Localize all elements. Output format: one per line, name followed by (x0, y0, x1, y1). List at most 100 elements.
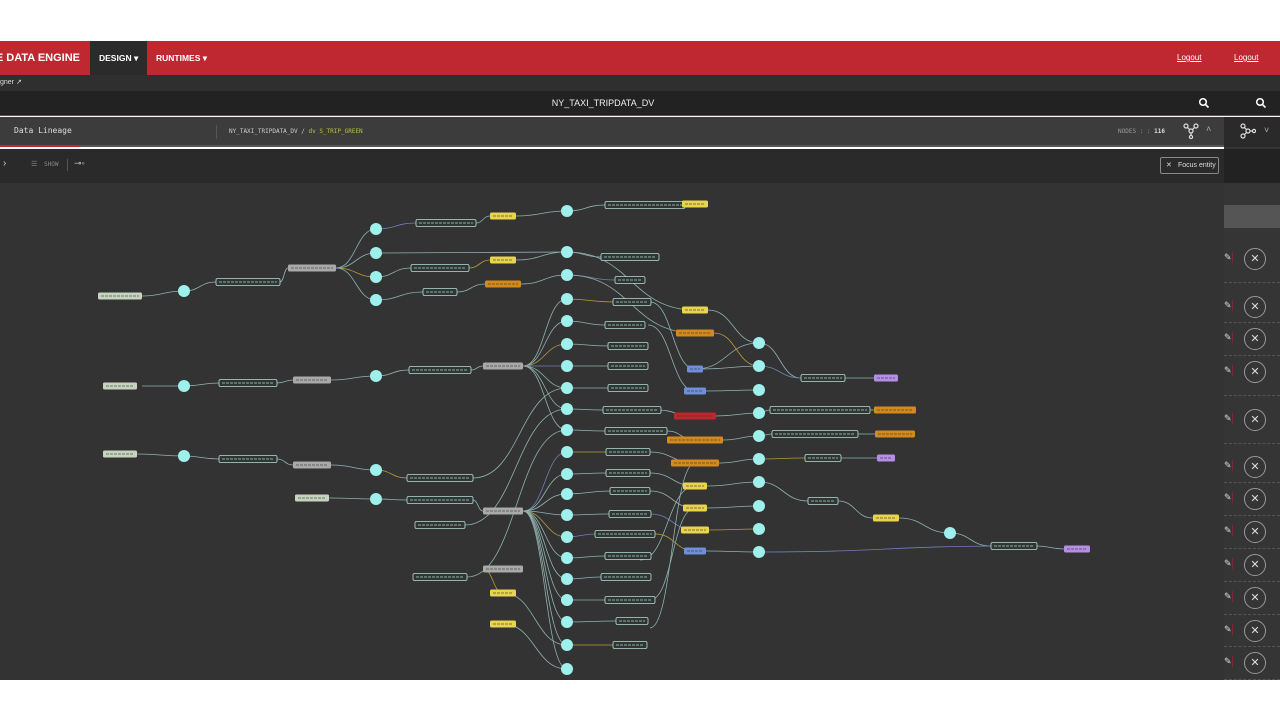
lineage-load-node[interactable] (944, 527, 956, 539)
lineage-load-node[interactable] (561, 573, 573, 585)
lineage-load-node[interactable] (561, 205, 573, 217)
lineage-edge (702, 365, 760, 370)
entity-row: ✎ ✕ (1224, 283, 1280, 323)
lineage-edge (1036, 545, 1065, 550)
edit-icon[interactable]: ✎ (1224, 413, 1233, 424)
edit-icon[interactable]: ✎ (1224, 365, 1233, 376)
edit-icon[interactable]: ✎ (1224, 460, 1233, 471)
lineage-load-node[interactable] (561, 424, 573, 436)
lineage-load-node[interactable] (178, 285, 190, 297)
show-button[interactable]: SHOW (44, 161, 59, 168)
lineage-load-node[interactable] (370, 223, 382, 235)
lineage-load-node[interactable] (753, 546, 765, 558)
remove-button[interactable]: ✕ (1244, 521, 1266, 543)
edit-icon[interactable]: ✎ (1224, 656, 1233, 667)
edit-icon[interactable]: ✎ (1224, 624, 1233, 635)
chevron-down-icon[interactable]: ˅ (1264, 125, 1270, 135)
edit-icon[interactable]: ✎ (1224, 332, 1233, 343)
lineage-load-node[interactable] (561, 531, 573, 543)
expand-chevron-icon[interactable]: › (3, 158, 7, 169)
lineage-load-node[interactable] (370, 493, 382, 505)
nav-runtimes[interactable]: RUNTIMES ▾ (156, 53, 208, 63)
edit-icon[interactable]: ✎ (1224, 558, 1233, 569)
search-icon[interactable] (1198, 97, 1210, 109)
lineage-load-node[interactable] (753, 476, 765, 488)
breadcrumb-root[interactable]: NY_TAXI_TRIPDATA_DV (229, 128, 298, 135)
lineage-load-node[interactable] (561, 552, 573, 564)
tab-data-lineage[interactable]: Data Lineage (0, 117, 80, 147)
chevron-up-icon[interactable]: ˄ (1206, 124, 1212, 134)
nav-design[interactable]: DESIGN ▾ (90, 41, 148, 75)
lineage-load-node[interactable] (370, 370, 382, 382)
entity-row: ✎ ✕ (1224, 483, 1280, 516)
designer-label[interactable]: gner (0, 79, 15, 86)
lineage-graph-icon[interactable] (1240, 123, 1256, 139)
lineage-load-node[interactable] (753, 407, 765, 419)
lineage-load-node[interactable] (370, 294, 382, 306)
lineage-edge (566, 490, 611, 495)
lineage-load-node[interactable] (561, 269, 573, 281)
logout-link-2[interactable]: Logout (1234, 53, 1259, 62)
graph-layout-icon[interactable] (1183, 123, 1199, 139)
lineage-load-node[interactable] (753, 500, 765, 512)
lineage-edge (898, 517, 951, 534)
lineage-edge (949, 532, 992, 547)
lineage-load-node[interactable] (561, 403, 573, 415)
lineage-load-node[interactable] (561, 468, 573, 480)
lineage-load-node[interactable] (561, 488, 573, 500)
lineage-load-node[interactable] (561, 246, 573, 258)
remove-button[interactable]: ✕ (1244, 488, 1266, 510)
lineage-load-node[interactable] (561, 338, 573, 350)
edit-icon[interactable]: ✎ (1224, 252, 1233, 263)
lineage-load-node[interactable] (753, 453, 765, 465)
edit-icon[interactable]: ✎ (1224, 525, 1233, 536)
lineage-load-node[interactable] (753, 337, 765, 349)
lineage-edge (482, 568, 504, 594)
lineage-load-node[interactable] (370, 247, 382, 259)
lineage-edge (375, 291, 424, 301)
lineage-edge (456, 283, 486, 293)
search-icon[interactable] (1255, 97, 1267, 109)
lineage-load-node[interactable] (370, 464, 382, 476)
lineage-load-node[interactable] (561, 293, 573, 305)
lineage-load-node[interactable] (561, 315, 573, 327)
remove-button[interactable]: ✕ (1244, 248, 1266, 270)
lineage-edge (502, 592, 568, 646)
sliders-icon[interactable]: ☰ (31, 161, 38, 168)
lineage-edge (649, 462, 696, 629)
lineage-load-node[interactable] (561, 360, 573, 372)
focus-entity-button[interactable]: ✕ Focus entity (1160, 157, 1219, 174)
remove-button[interactable]: ✕ (1244, 409, 1266, 431)
lineage-direction-icon[interactable]: ⊸◦ (74, 158, 85, 168)
remove-button[interactable]: ✕ (1244, 296, 1266, 318)
remove-button[interactable]: ✕ (1244, 620, 1266, 642)
lineage-graph[interactable] (0, 183, 1224, 680)
lineage-load-node[interactable] (561, 639, 573, 651)
lineage-load-node[interactable] (561, 446, 573, 458)
remove-button[interactable]: ✕ (1244, 328, 1266, 350)
lineage-load-node[interactable] (178, 380, 190, 392)
remove-button[interactable]: ✕ (1244, 652, 1266, 674)
edit-icon[interactable]: ✎ (1224, 492, 1233, 503)
lineage-load-node[interactable] (561, 594, 573, 606)
lineage-load-node[interactable] (178, 450, 190, 462)
brand-logo[interactable]: AGILE DATA ENGINE (0, 52, 80, 64)
lineage-load-node[interactable] (561, 616, 573, 628)
remove-button[interactable]: ✕ (1244, 587, 1266, 609)
remove-button[interactable]: ✕ (1244, 456, 1266, 478)
remove-button[interactable]: ✕ (1244, 554, 1266, 576)
lineage-load-node[interactable] (561, 382, 573, 394)
lineage-load-node[interactable] (753, 384, 765, 396)
lineage-load-node[interactable] (561, 663, 573, 675)
lineage-load-node[interactable] (753, 523, 765, 535)
lineage-load-node[interactable] (370, 271, 382, 283)
lineage-load-node[interactable] (561, 509, 573, 521)
edit-icon[interactable]: ✎ (1224, 300, 1233, 311)
remove-button[interactable]: ✕ (1244, 361, 1266, 383)
external-link-icon[interactable]: ↗ (15, 79, 22, 86)
logout-link[interactable]: Logout (1177, 53, 1202, 62)
lineage-load-node[interactable] (753, 430, 765, 442)
lineage-load-node[interactable] (753, 360, 765, 372)
edit-icon[interactable]: ✎ (1224, 591, 1233, 602)
lineage-canvas[interactable] (0, 183, 1224, 680)
